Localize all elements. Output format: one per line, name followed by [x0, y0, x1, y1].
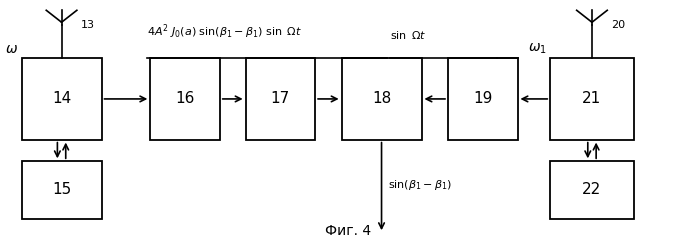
Text: $\sin(\beta_1-\beta_1)$: $\sin(\beta_1-\beta_1)$	[388, 178, 452, 192]
Text: $\sin\ \Omega t$: $\sin\ \Omega t$	[390, 29, 427, 41]
Text: $\omega$: $\omega$	[5, 42, 18, 56]
Text: 21: 21	[582, 91, 602, 107]
Text: 14: 14	[52, 91, 71, 107]
Bar	[22, 58, 102, 140]
Text: 18: 18	[372, 91, 391, 107]
Text: $4A^2\ J_0(a)\ \sin(\beta_1-\beta_1)\ \sin\ \Omega t$: $4A^2\ J_0(a)\ \sin(\beta_1-\beta_1)\ \s…	[147, 23, 302, 41]
Bar	[151, 58, 220, 140]
Text: $\omega_1$: $\omega_1$	[528, 41, 546, 56]
Bar	[550, 58, 634, 140]
Bar	[342, 58, 422, 140]
Bar	[550, 161, 634, 219]
Text: 17: 17	[270, 91, 290, 107]
Bar	[245, 58, 315, 140]
Text: 20: 20	[611, 20, 626, 30]
Bar	[448, 58, 518, 140]
Text: 13: 13	[81, 20, 95, 30]
Text: 15: 15	[52, 182, 71, 197]
Text: 16: 16	[176, 91, 194, 107]
Text: Фиг. 4: Фиг. 4	[325, 224, 372, 238]
Text: 19: 19	[473, 91, 493, 107]
Text: 22: 22	[582, 182, 602, 197]
Bar	[22, 161, 102, 219]
